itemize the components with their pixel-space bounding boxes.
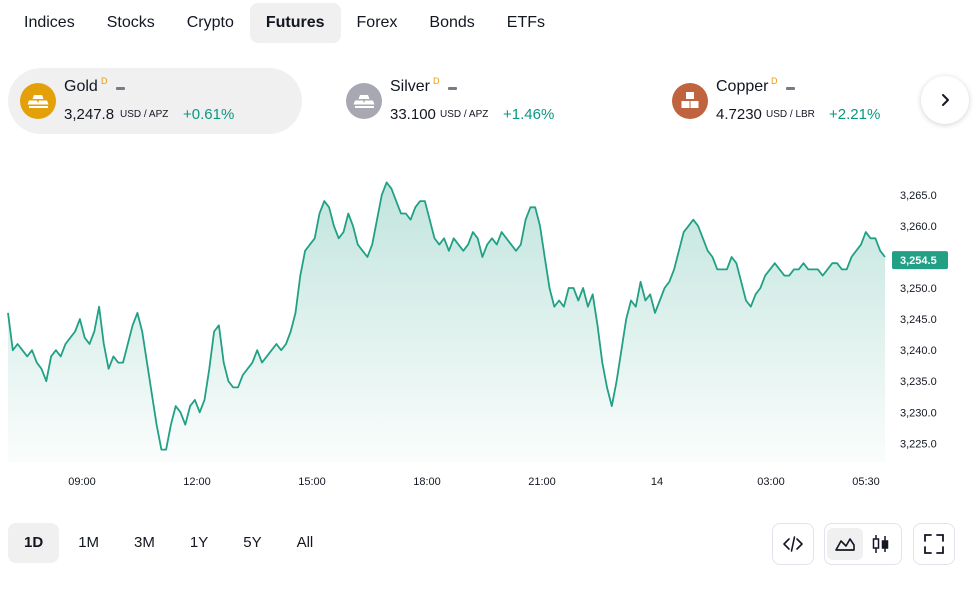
instrument-unit: USD / LBR xyxy=(766,109,815,120)
silver-bars-icon xyxy=(346,83,382,119)
last-price-label: 3,254.5 xyxy=(900,255,937,267)
delayed-badge: D xyxy=(101,76,108,86)
y-tick-label: 3,245.0 xyxy=(900,314,937,326)
x-tick-label: 09:00 xyxy=(68,476,96,488)
instrument-change: +2.21% xyxy=(829,106,881,123)
tab-stocks[interactable]: Stocks xyxy=(106,14,155,31)
range-1y[interactable]: 1Y xyxy=(189,534,209,551)
embed-button[interactable] xyxy=(772,523,814,565)
delayed-badge: D xyxy=(433,76,440,86)
code-icon xyxy=(783,536,803,552)
instrument-change: +0.61% xyxy=(183,106,235,123)
x-tick-label: 21:00 xyxy=(528,476,556,488)
tab-futures[interactable]: Futures xyxy=(249,3,341,43)
x-tick-label: 18:00 xyxy=(413,476,441,488)
instrument-name: Gold xyxy=(64,78,98,95)
gold-bars-icon xyxy=(20,83,56,119)
instrument-card-silver[interactable]: Silver D 33.100 USD / APZ +1.46% xyxy=(334,68,624,134)
instrument-price: 3,247.8 xyxy=(64,106,115,123)
delayed-badge: D xyxy=(771,76,778,86)
y-tick-label: 3,230.0 xyxy=(900,407,937,419)
x-tick-label: 05:30 xyxy=(852,476,880,488)
instrument-price: 4.7230 xyxy=(716,106,762,123)
tab-bonds[interactable]: Bonds xyxy=(429,14,475,31)
tab-forex[interactable]: Forex xyxy=(356,14,398,31)
tab-etfs[interactable]: ETFs xyxy=(506,14,546,31)
instrument-change: +1.46% xyxy=(503,106,555,123)
instrument-price: 33.100 xyxy=(390,106,436,123)
range-selector: 1D 1M 3M 1Y 5Y All xyxy=(8,523,332,563)
instrument-card-copper[interactable]: Copper D 4.7230 USD / LBR +2.21% xyxy=(660,68,910,134)
instrument-unit: USD / APZ xyxy=(120,109,169,120)
x-tick-label: 12:00 xyxy=(183,476,211,488)
price-chart[interactable]: 3,265.03,260.03,255.03,250.03,245.03,240… xyxy=(0,160,974,500)
range-1d[interactable]: 1D xyxy=(8,523,60,563)
instrument-unit: USD / APZ xyxy=(440,109,489,120)
copper-blocks-icon xyxy=(672,83,708,119)
last-price-marker: 3,254.5 xyxy=(892,251,948,270)
range-1m[interactable]: 1M xyxy=(78,534,100,551)
range-all[interactable]: All xyxy=(296,534,314,551)
candlestick-icon xyxy=(872,535,889,553)
x-tick-label: 14 xyxy=(651,476,663,488)
instrument-name: Copper xyxy=(716,78,769,95)
price-line xyxy=(7,181,886,451)
market-tabs: Indices Stocks Crypto Futures Forex Bond… xyxy=(8,3,561,43)
market-status-icon xyxy=(786,87,795,90)
market-status-icon xyxy=(448,87,457,90)
y-tick-label: 3,250.0 xyxy=(900,283,937,295)
candlestick-chart-button[interactable] xyxy=(863,528,899,560)
y-tick-label: 3,240.0 xyxy=(900,345,937,357)
y-tick-label: 3,235.0 xyxy=(900,376,937,388)
y-tick-label: 3,260.0 xyxy=(900,221,937,233)
instrument-name: Silver xyxy=(390,78,431,95)
tab-indices[interactable]: Indices xyxy=(24,14,75,31)
tab-crypto[interactable]: Crypto xyxy=(186,14,234,31)
y-tick-label: 3,265.0 xyxy=(900,190,937,202)
range-3m[interactable]: 3M xyxy=(134,534,155,551)
x-tick-label: 15:00 xyxy=(298,476,326,488)
next-instruments-button[interactable] xyxy=(921,76,969,124)
area-chart-button[interactable] xyxy=(827,528,863,560)
x-tick-label: 03:00 xyxy=(757,476,785,488)
area-chart-icon xyxy=(835,538,855,551)
market-status-icon xyxy=(116,87,125,90)
fullscreen-button[interactable] xyxy=(913,523,955,565)
price-area xyxy=(8,182,885,462)
chart-style-group xyxy=(824,523,902,565)
chevron-right-icon xyxy=(942,94,949,106)
fullscreen-icon xyxy=(924,534,944,554)
range-5y[interactable]: 5Y xyxy=(243,534,262,551)
y-tick-label: 3,225.0 xyxy=(900,438,937,450)
instrument-card-gold[interactable]: Gold D 3,247.8 USD / APZ +0.61% xyxy=(8,68,302,134)
